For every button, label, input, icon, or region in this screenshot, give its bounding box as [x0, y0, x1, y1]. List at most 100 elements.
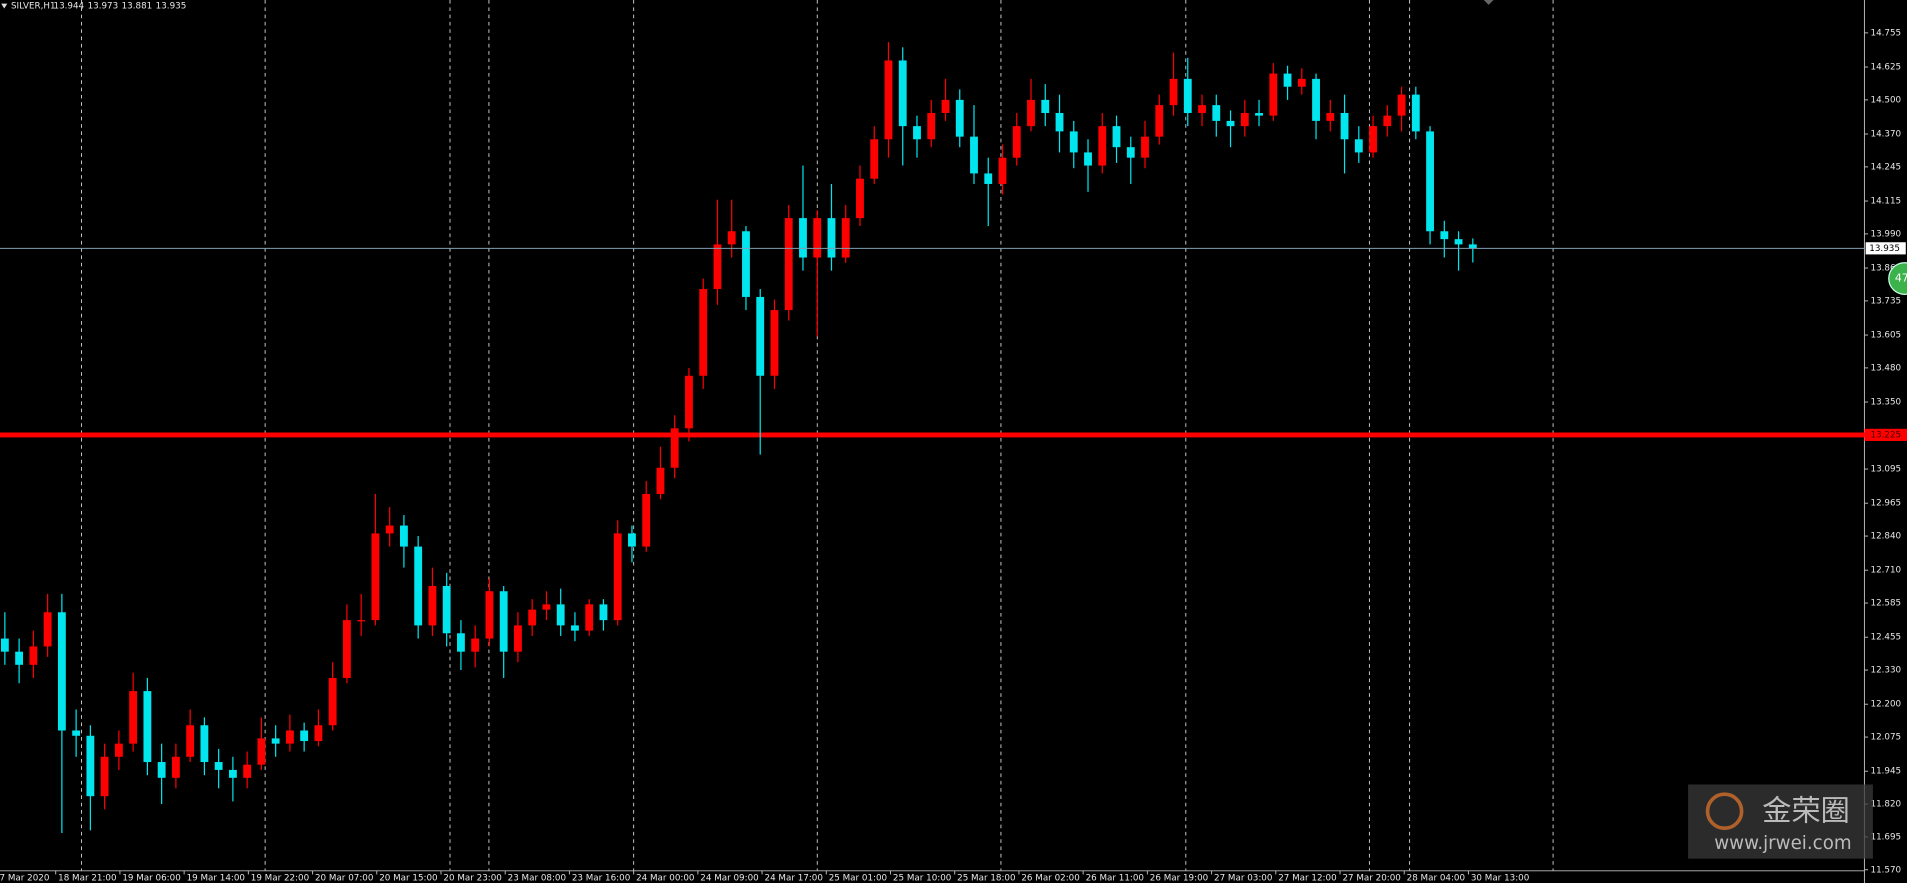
period-separators [80, 0, 1554, 871]
candle-body [1198, 105, 1206, 114]
candle-body [742, 231, 750, 297]
candle-body [314, 725, 323, 742]
candle-body [114, 743, 123, 757]
candle-body [1297, 78, 1306, 87]
candle-body [1183, 78, 1192, 114]
y-tick-label: 13.095 [1871, 465, 1902, 475]
candle-body [385, 525, 394, 534]
candle-body [613, 533, 622, 621]
candle-body [799, 218, 807, 258]
candle-body [1069, 131, 1078, 153]
x-tick-label: 28 Mar 04:00 [1407, 874, 1465, 883]
candle-body [756, 296, 765, 376]
candle-body [1468, 244, 1477, 249]
x-tick-label: 23 Mar 16:00 [572, 874, 630, 883]
candle-body [955, 99, 964, 137]
x-tick-label: 17 Mar 2020 [0, 874, 49, 883]
candle-body [699, 289, 708, 376]
x-tick-label: 26 Mar 19:00 [1150, 874, 1208, 883]
y-tick-label: 14.245 [1871, 162, 1902, 172]
candle-body [1240, 113, 1249, 127]
y-tick-label: 13.990 [1871, 229, 1902, 239]
y-tick-label: 12.455 [1871, 633, 1902, 643]
y-tick-label: 11.945 [1871, 767, 1902, 777]
x-tick-label: 27 Mar 12:00 [1278, 874, 1336, 883]
y-tick-label: 12.840 [1871, 532, 1902, 542]
y-tick-label: 13.480 [1871, 363, 1902, 373]
header-value: 13.944 [54, 2, 85, 12]
candle-body [1041, 99, 1050, 114]
candle-body [1141, 136, 1149, 158]
candle-body [300, 730, 309, 742]
candle-body [941, 99, 950, 114]
candle-body [271, 738, 280, 744]
candle-body [670, 428, 679, 468]
candle-body [15, 651, 24, 665]
candle-body [1226, 120, 1235, 127]
candle-body [1283, 73, 1292, 87]
level-label-box [1864, 428, 1907, 441]
x-tick-label: 19 Mar 14:00 [187, 874, 245, 883]
watermark-name: 金荣圈 [1762, 793, 1850, 827]
candle-body [0, 638, 9, 652]
scroll-marker [1483, 0, 1494, 5]
x-tick-label: 19 Mar 22:00 [251, 874, 309, 883]
y-tick-label: 14.115 [1871, 197, 1902, 207]
x-tick-label: 18 Mar 21:00 [58, 874, 116, 883]
candle-body [342, 620, 351, 678]
current-price-label: 13.935 [1869, 244, 1900, 254]
candle-body [200, 725, 209, 763]
y-tick-label: 12.965 [1871, 499, 1902, 509]
candle-body [1397, 94, 1406, 116]
x-tick-label: 24 Mar 00:00 [636, 874, 694, 883]
y-tick-label: 13.605 [1871, 331, 1902, 341]
candle-body [485, 591, 494, 639]
candle-body [514, 625, 522, 652]
candle-body [1027, 99, 1035, 127]
watermark-logo [1705, 792, 1744, 831]
candle-body [1369, 126, 1377, 153]
x-tick-label: 24 Mar 09:00 [700, 874, 758, 883]
candle-body [100, 756, 109, 797]
candle-body [57, 612, 66, 731]
y-tick-label: 12.585 [1871, 599, 1902, 609]
candle-body [428, 585, 437, 626]
candle-body [171, 756, 180, 778]
watermark-url: www.jrwei.com [1714, 833, 1851, 854]
watermark: 金荣圈 www.jrwei.com [1688, 784, 1873, 859]
candle-body [599, 604, 608, 621]
candle-body [1012, 126, 1021, 158]
menu-icon[interactable] [1, 3, 8, 9]
y-tick-label: 12.200 [1871, 700, 1902, 710]
candle-body [214, 762, 223, 770]
x-tick-label: 30 Mar 13:00 [1471, 874, 1529, 883]
candle-body [713, 244, 722, 290]
candle-body [328, 677, 337, 726]
candle-body [827, 218, 836, 258]
candle-body [770, 310, 779, 376]
candle-body [1255, 113, 1263, 116]
y-tick-label: 13.735 [1871, 296, 1902, 306]
candle-body [1440, 231, 1449, 240]
x-tick-label: 26 Mar 11:00 [1086, 874, 1144, 883]
candle-body [528, 609, 537, 626]
candle-body [1340, 113, 1349, 140]
candle-body [1212, 105, 1221, 121]
candle-body [585, 604, 594, 631]
candle-body [1269, 73, 1278, 116]
badge-label: 47 [1895, 272, 1907, 285]
candle-body [556, 604, 565, 626]
candle-body [228, 769, 237, 778]
candle-body [1126, 147, 1135, 158]
candle-body [542, 604, 551, 610]
candle-body [457, 633, 465, 652]
candle-body [841, 218, 850, 258]
candle-body [1055, 113, 1064, 132]
candle-body [727, 231, 736, 245]
candle-body [414, 546, 423, 626]
x-tick-label: 23 Mar 08:00 [508, 874, 566, 883]
y-tick-label: 14.370 [1871, 130, 1902, 140]
